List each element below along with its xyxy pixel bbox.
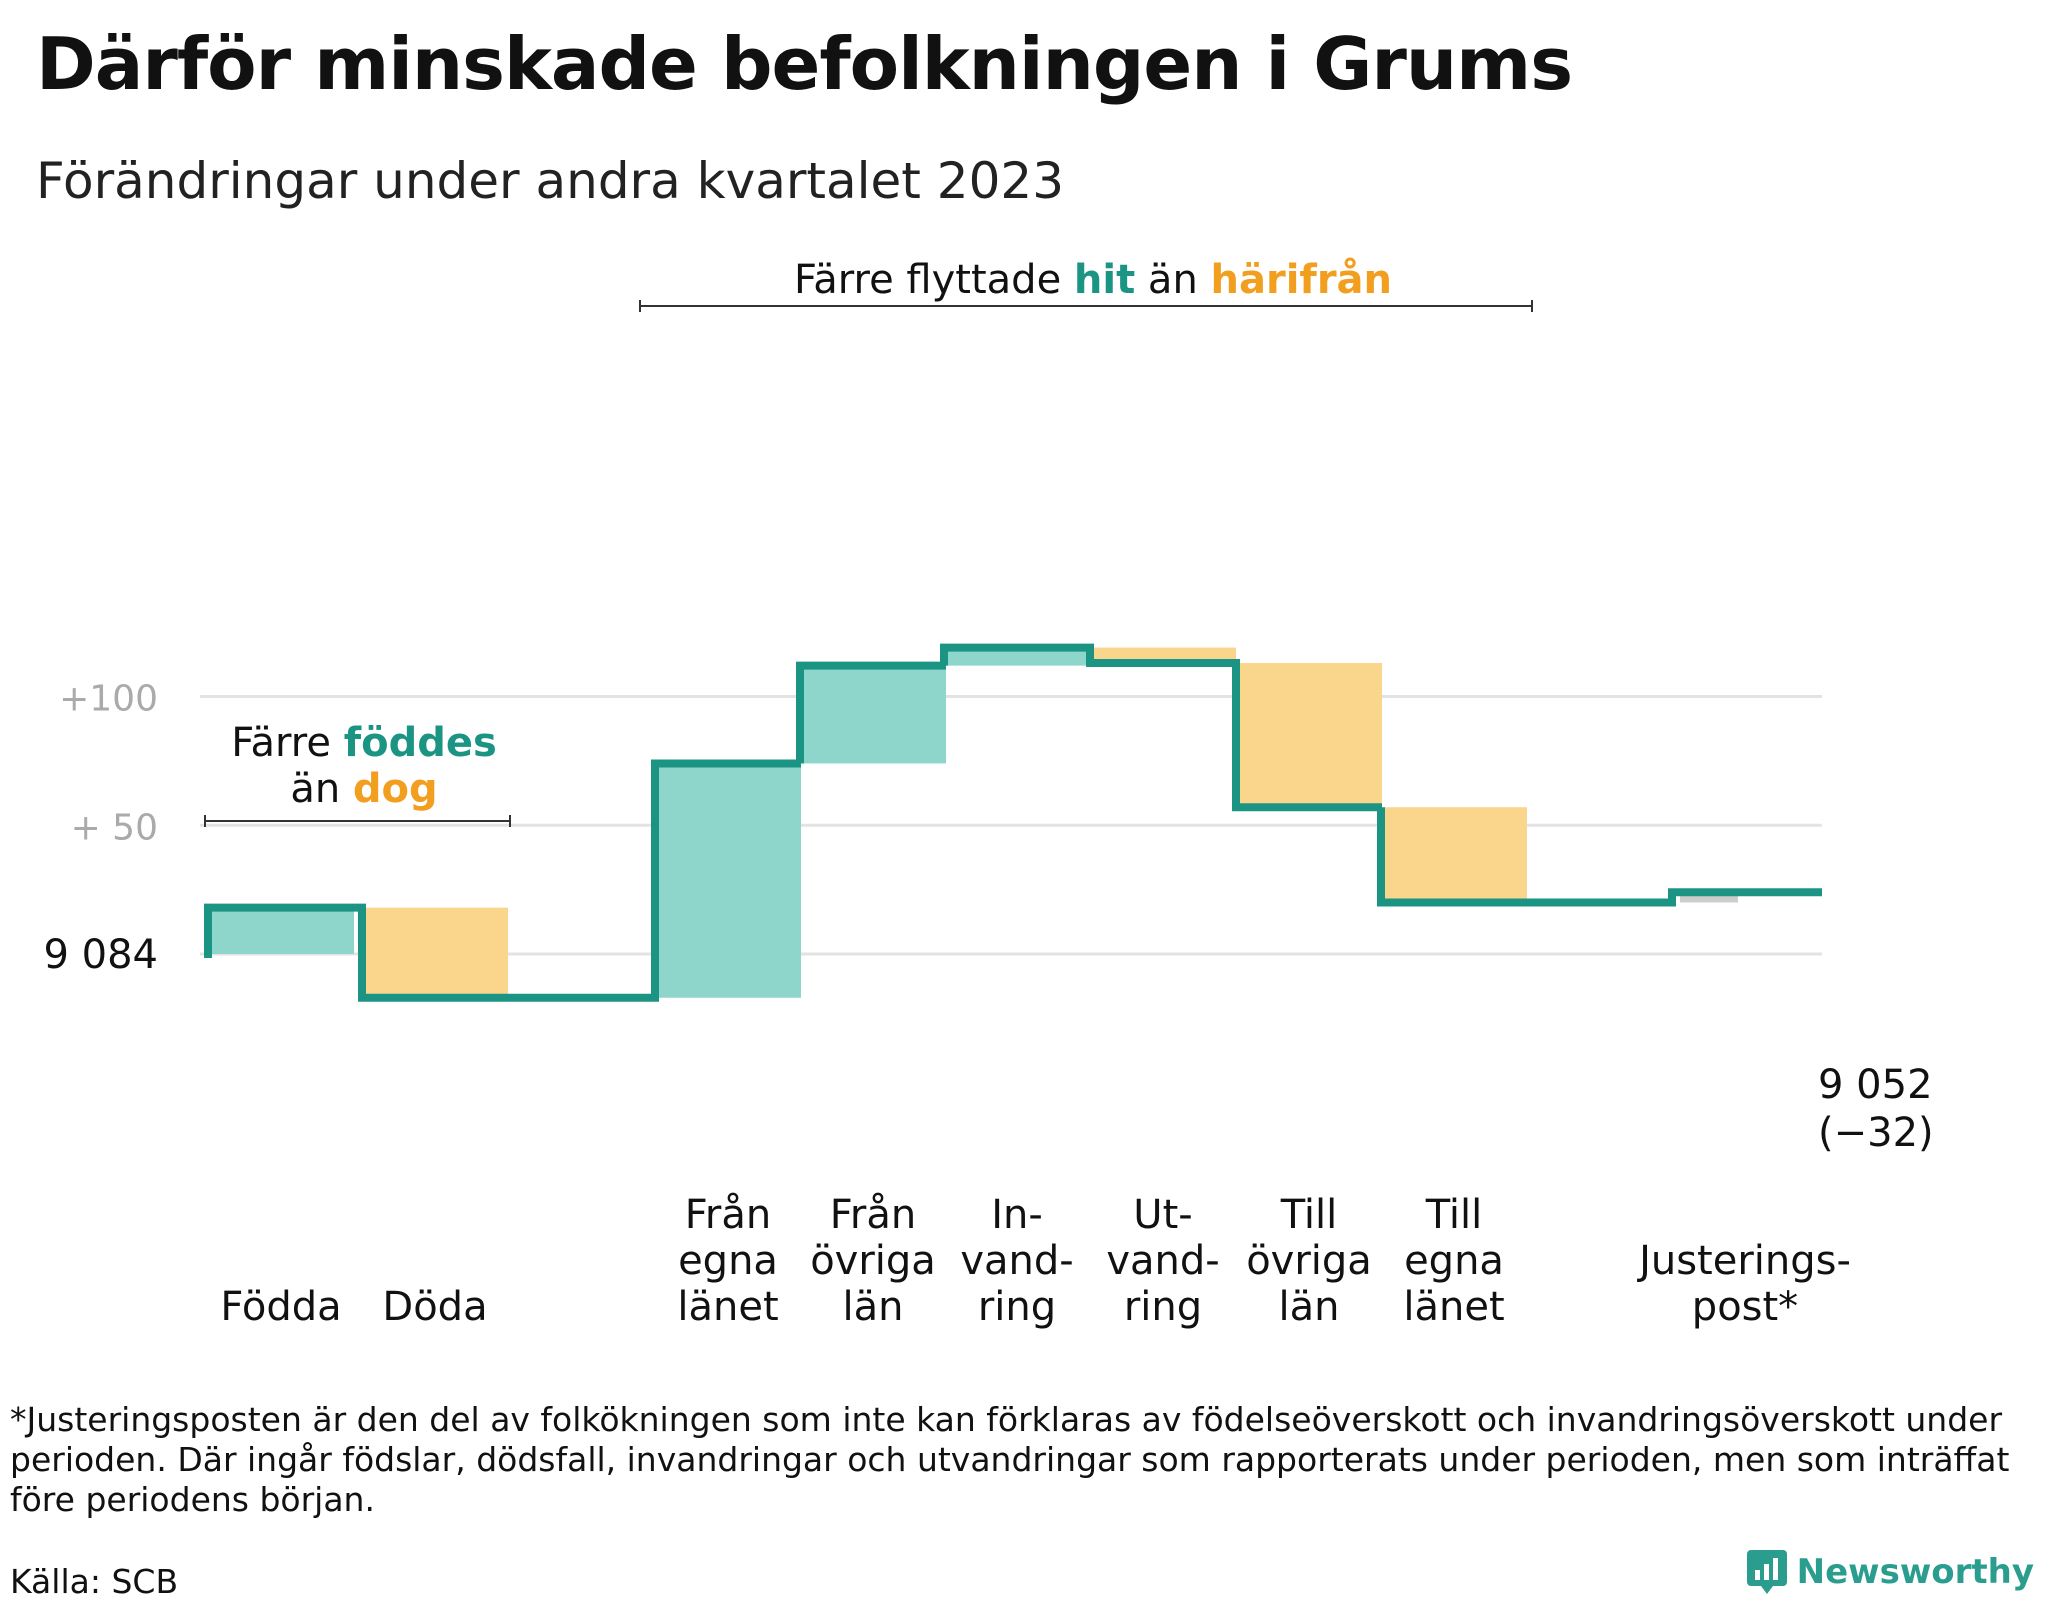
category-label: post* (1692, 1284, 1798, 1330)
bar-inflow (655, 763, 801, 998)
category-label: Döda (382, 1284, 487, 1330)
category-label: Ut- (1133, 1192, 1192, 1238)
y-tick-label: +100 (59, 679, 158, 720)
category-label: länet (677, 1284, 778, 1330)
bar-inflow (208, 907, 354, 954)
category-label: Från (685, 1192, 771, 1238)
y-tick-label: 9 084 (43, 932, 158, 978)
category-label: Till (1425, 1192, 1483, 1238)
newsworthy-logo-icon (1746, 1550, 1787, 1594)
end-change-label: (−32) (1818, 1110, 1934, 1156)
category-label: vand- (1106, 1238, 1219, 1284)
category-label: län (1279, 1284, 1340, 1330)
bar-inflow (944, 647, 1090, 666)
annotation-text: Färre (231, 720, 343, 766)
category-label: övriga (810, 1238, 936, 1284)
annotation-highlight-died: dog (353, 766, 438, 812)
category-label: Från (830, 1192, 916, 1238)
annotation-highlight-in: hit (1074, 257, 1135, 303)
annotation-text: än (290, 766, 353, 812)
birth-death-annotation-line2: än dog (290, 766, 437, 812)
birth-death-annotation-line1: Färre föddes (231, 720, 497, 766)
end-value-labels: 9 052 (−32) (1818, 1062, 1934, 1156)
annotation-highlight-out: härifrån (1211, 256, 1393, 303)
bar-outflow (362, 907, 508, 998)
category-label: Till (1280, 1192, 1338, 1238)
category-label: Justerings- (1636, 1238, 1851, 1284)
category-label: In- (991, 1192, 1043, 1238)
population-line (204, 643, 1822, 1002)
annotation-highlight-born: föddes (344, 720, 497, 766)
category-label: Födda (220, 1284, 341, 1330)
waterfall-chart: +100+ 509 084 Födda DödaFrånegnalänetFrån… (43, 256, 1934, 1330)
category-labels: Födda DödaFrånegnalänetFrånövrigalänIn-va… (220, 1192, 1851, 1330)
category-label: län (843, 1284, 904, 1330)
category-label: länet (1403, 1284, 1504, 1330)
migration-annotation-text: Färre flyttade hit än härifrån (794, 256, 1392, 303)
population-step-line (204, 643, 1822, 1002)
bar-outflow (1236, 663, 1382, 808)
migration-annotation: Färre flyttade hit än härifrån (639, 256, 1533, 312)
y-tick-label: + 50 (71, 807, 158, 848)
category-label: egna (1404, 1238, 1504, 1284)
annotation-text: än (1135, 257, 1210, 303)
chart-subtitle: Förändringar under andra kvartalet 2023 (36, 152, 1065, 210)
end-value-label: 9 052 (1818, 1062, 1933, 1108)
category-label: egna (678, 1238, 778, 1284)
chart-title: Därför minskade befolkningen i Grums (36, 22, 1573, 106)
bar-inflow (800, 665, 946, 764)
category-label: ring (978, 1284, 1056, 1330)
category-label: ring (1124, 1284, 1202, 1330)
footnote: *Justeringsposten är den del av folkökni… (10, 1400, 2010, 1519)
birth-death-annotation: Färre föddes än dog (204, 720, 511, 827)
category-label: vand- (960, 1238, 1073, 1284)
source-label: Källa: SCB (10, 1562, 179, 1601)
category-label: övriga (1246, 1238, 1372, 1284)
brand: Newsworthy (1746, 1550, 2034, 1594)
brand-name: Newsworthy (1796, 1552, 2034, 1592)
y-axis-tick-labels: +100 + 50 9 084 (43, 679, 158, 979)
bar-adjustment (1680, 892, 1738, 903)
bars (208, 647, 1738, 998)
bar-outflow (1381, 807, 1527, 903)
annotation-text: Färre flyttade (794, 257, 1074, 303)
